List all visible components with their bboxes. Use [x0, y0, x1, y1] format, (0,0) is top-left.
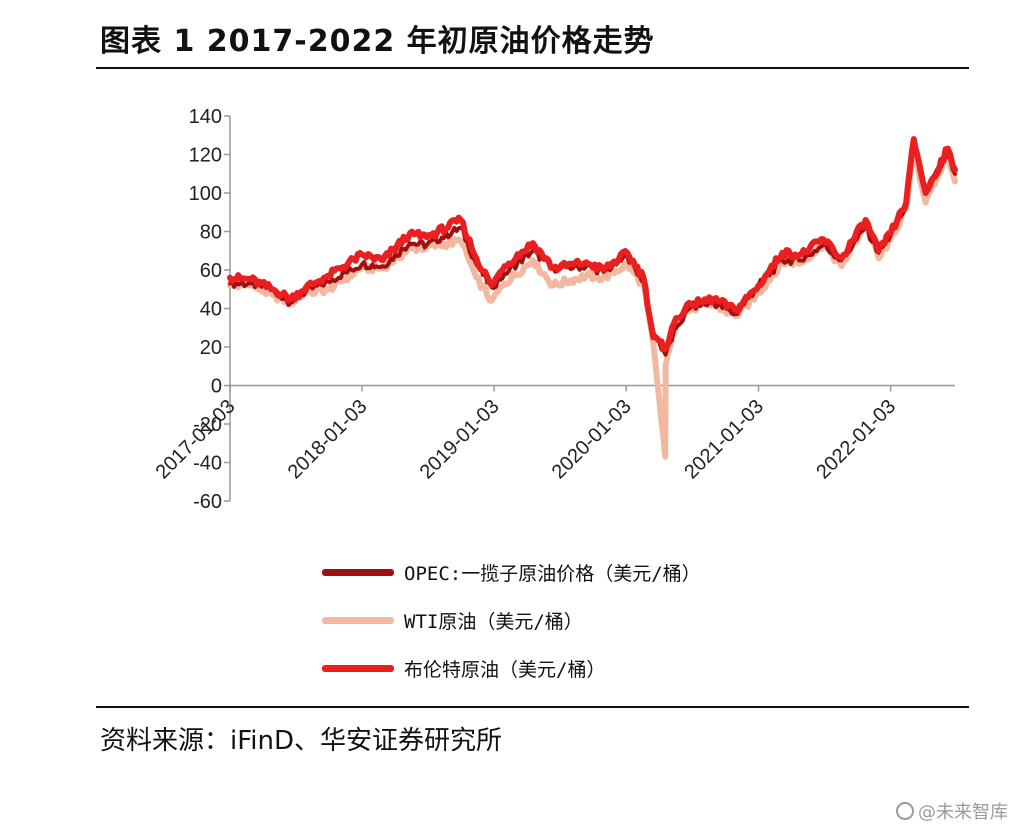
legend-item-wti: WTI原油（美元/桶）	[322, 596, 701, 644]
y-tick-label: -60	[193, 491, 222, 513]
legend-swatch-opec	[322, 568, 394, 576]
y-tick-label: 60	[200, 260, 222, 282]
legend-label-opec: OPEC:一揽子原油价格（美元/桶）	[404, 562, 701, 585]
y-tick-label: 140	[189, 106, 222, 128]
top-rule	[96, 67, 969, 69]
x-tick-label: 2022-01-03	[812, 395, 900, 483]
y-tick-label: 0	[211, 376, 222, 398]
legend-item-brent: 布伦特原油（美元/桶）	[322, 644, 701, 692]
legend-swatch-brent	[322, 664, 394, 672]
x-tick-label: 2020-01-03	[548, 395, 636, 483]
source-note: 资料来源：iFinD、华安证券研究所	[100, 726, 503, 756]
series-lines	[227, 136, 958, 460]
watermark-text: @未来智库	[918, 802, 1008, 823]
legend-label-wti: WTI原油（美元/桶）	[404, 610, 583, 633]
legend-item-opec: OPEC:一揽子原油价格（美元/桶）	[322, 548, 701, 596]
bottom-rule	[96, 706, 969, 708]
legend-label-brent: 布伦特原油（美元/桶）	[404, 658, 606, 681]
watermark: @未来智库	[896, 798, 1008, 824]
legend: OPEC:一揽子原油价格（美元/桶） WTI原油（美元/桶） 布伦特原油（美元/…	[322, 548, 701, 692]
x-tick-label: 2019-01-03	[416, 395, 504, 483]
x-axis: 2017-01-03 2018-01-03 2019-01-03 2020-01-03…	[152, 384, 955, 483]
y-axis: 140 120 100 80 60 40 20 0 -20 -40 -60	[189, 106, 231, 513]
y-tick-label: -40	[193, 453, 222, 475]
y-tick-label: 20	[200, 337, 222, 359]
y-tick-label: 120	[189, 145, 222, 167]
series-line-brent	[227, 136, 958, 353]
legend-swatch-wti	[322, 616, 394, 624]
chart-title: 图表 1 2017-2022 年初原油价格走势	[100, 24, 655, 59]
camera-icon	[896, 802, 914, 820]
y-tick-label: 100	[189, 183, 222, 205]
y-tick-label: 40	[200, 299, 222, 321]
y-tick-label: -20	[193, 414, 222, 436]
x-tick-label: 2021-01-03	[680, 395, 768, 483]
series-line-wti	[227, 145, 958, 460]
x-tick-label: 2018-01-03	[284, 395, 372, 483]
y-tick-label: 80	[200, 222, 222, 244]
